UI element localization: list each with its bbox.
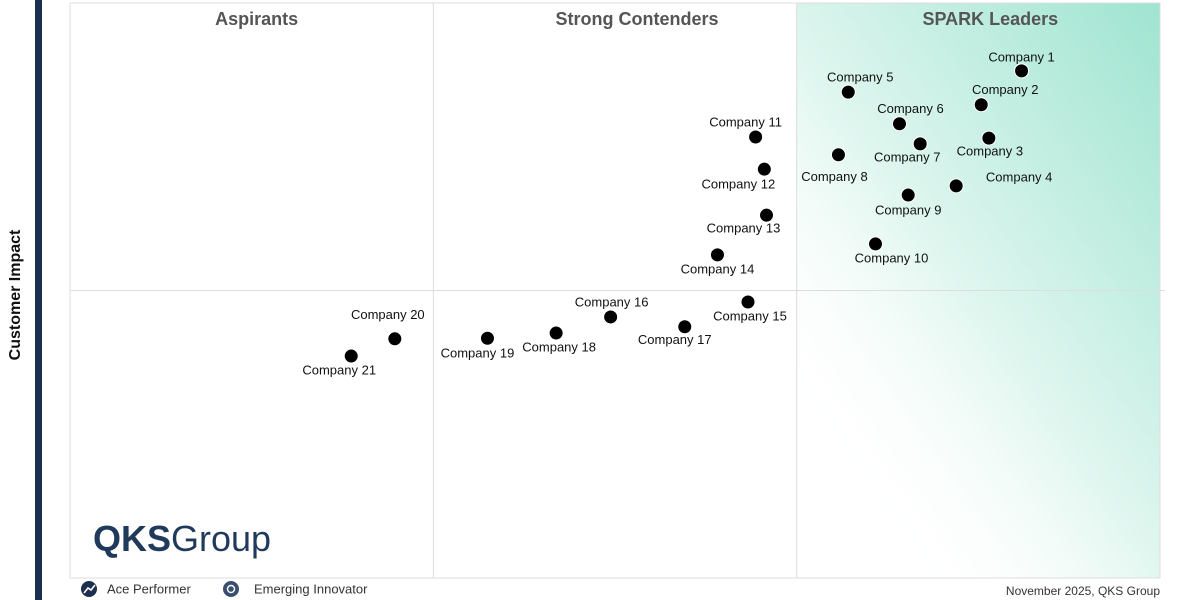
point — [709, 247, 725, 263]
point — [740, 294, 756, 310]
legend-icon-glyph — [226, 584, 236, 594]
point — [387, 331, 403, 347]
point — [891, 116, 907, 132]
point-label: Company 11 — [709, 114, 782, 129]
point-label: Company 7 — [874, 149, 940, 164]
y-axis-label: Customer Impact — [7, 229, 24, 360]
point — [912, 136, 928, 152]
point-label: Company 15 — [713, 308, 787, 323]
logo-rest: Group — [171, 518, 271, 559]
point-label: Company 9 — [875, 202, 941, 217]
point-label: Company 21 — [302, 362, 376, 377]
point — [868, 236, 884, 252]
point-label: Company 3 — [957, 144, 1023, 159]
point — [759, 207, 775, 223]
quadrant-title: SPARK Leaders — [922, 9, 1058, 29]
logo: QKSGroup — [93, 518, 271, 559]
point-label: Company 8 — [801, 169, 867, 184]
point-label: Company 12 — [701, 177, 775, 192]
logo-bg — [75, 513, 290, 570]
point-label: Company 4 — [986, 169, 1052, 184]
point — [677, 319, 693, 335]
point — [830, 147, 846, 163]
point — [973, 97, 989, 113]
legend-icon-glyph — [83, 584, 96, 594]
point-label: Company 1 — [988, 49, 1054, 64]
footer: November 2025, QKS Group — [1006, 584, 1160, 598]
point — [900, 187, 916, 203]
point-label: Company 20 — [351, 307, 425, 322]
quadrant-title: Strong Contenders — [555, 9, 718, 29]
legend-icon — [223, 581, 239, 597]
logo-bold: QKS — [93, 518, 171, 559]
point — [479, 330, 495, 346]
point-label: Company 5 — [827, 70, 893, 85]
point — [603, 309, 619, 325]
point-label: Company 17 — [638, 332, 712, 347]
point — [548, 325, 564, 341]
point-label: Company 16 — [575, 294, 649, 309]
point-label: Company 10 — [855, 250, 929, 265]
point-label: Company 18 — [522, 339, 596, 354]
legend-label: Emerging Innovator — [254, 581, 368, 596]
point — [343, 348, 359, 364]
side-bar — [35, 0, 42, 600]
point — [1014, 63, 1030, 79]
point-label: Company 19 — [441, 346, 515, 361]
quadrant-title: Aspirants — [215, 9, 298, 29]
point — [840, 84, 856, 100]
legend-label: Ace Performer — [107, 581, 191, 596]
plot-area: Aspirants Strong Contenders SPARK Leaders C… — [69, 2, 1165, 579]
point — [748, 129, 764, 145]
point-label: Company 6 — [877, 101, 943, 116]
point-label: Company 13 — [707, 221, 781, 236]
point — [948, 178, 964, 194]
point — [756, 161, 772, 177]
point-label: Company 2 — [972, 82, 1038, 97]
point-label: Company 14 — [681, 261, 755, 276]
point — [981, 130, 997, 146]
